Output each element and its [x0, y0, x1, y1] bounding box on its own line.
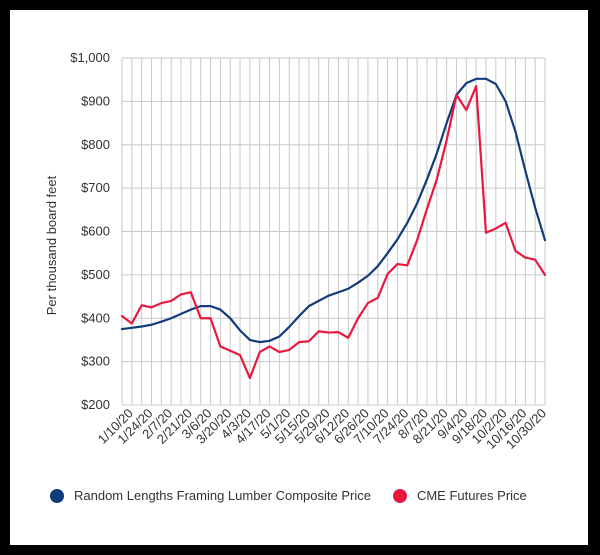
y-tick-label: $900 [81, 93, 110, 108]
y-tick-label: $1,000 [70, 50, 110, 65]
legend-item-composite: Random Lengths Framing Lumber Composite … [50, 488, 371, 503]
legend-label-futures: CME Futures Price [416, 488, 527, 503]
line-chart: $200 $300 $400 $500 $600 $700 $800 $900 $1,000 1… [44, 50, 549, 452]
legend-label-composite: Random Lengths Framing Lumber Composite … [74, 488, 371, 503]
legend-dot-composite [50, 488, 64, 503]
y-tick-label: $400 [81, 310, 110, 325]
gridlines [121, 57, 546, 406]
legend-item-futures: CME Futures Price [392, 488, 527, 503]
y-axis-title: Per thousand board feet [44, 175, 59, 315]
series-line-futures [120, 85, 547, 380]
y-tick-label: $700 [81, 180, 110, 195]
series-line-composite [120, 77, 547, 344]
y-tick-label: $600 [81, 224, 110, 239]
y-tick-label: $200 [81, 397, 110, 412]
legend: Random Lengths Framing Lumber Composite … [50, 488, 549, 503]
y-tick-label: $300 [81, 354, 110, 369]
y-axis-ticks: $200 $300 $400 $500 $600 $700 $800 $900 $1,000 [70, 50, 110, 412]
y-tick-label: $800 [81, 137, 110, 152]
series-lines [120, 77, 547, 380]
legend-dot-futures [392, 488, 407, 503]
y-tick-label: $500 [81, 267, 110, 282]
chart-frame: $200 $300 $400 $500 $600 $700 $800 $900 $1,000 1… [10, 10, 588, 545]
x-axis-ticks: 1/10/201/24/202/7/202/21/203/6/203/20/20… [95, 406, 549, 452]
